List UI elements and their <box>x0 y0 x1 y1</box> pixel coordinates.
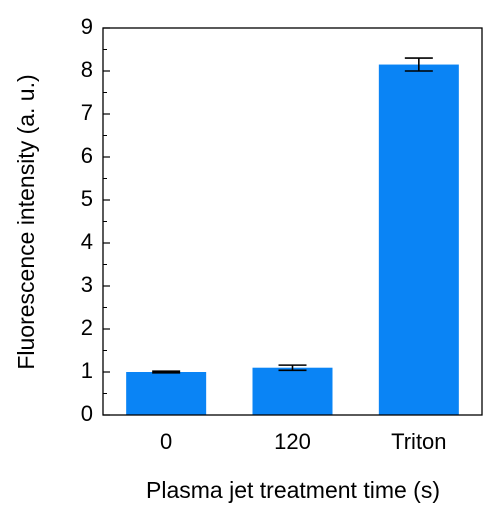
x-axis-label: Plasma jet treatment time (s) <box>146 477 440 503</box>
y-tick-label: 2 <box>81 315 93 340</box>
y-tick-label: 8 <box>81 57 93 82</box>
y-tick-label: 7 <box>81 100 93 125</box>
bar <box>378 64 459 416</box>
x-tick-label: 0 <box>160 429 172 454</box>
y-tick-label: 9 <box>81 14 93 39</box>
plot-frame <box>102 27 483 416</box>
error-bar <box>278 364 307 372</box>
x-tick-label: 120 <box>274 429 311 454</box>
y-tick-label: 4 <box>81 229 93 254</box>
y-axis-label: Fluorescence intensity (a. u.) <box>13 74 39 369</box>
y-tick-label: 6 <box>81 143 93 168</box>
y-tick-label: 3 <box>81 272 93 297</box>
y-tick-label: 0 <box>81 401 93 426</box>
x-tick-label: Triton <box>391 429 446 454</box>
bar <box>252 367 333 415</box>
error-bar <box>152 370 181 374</box>
y-tick-label: 1 <box>81 358 93 383</box>
error-bar <box>404 57 433 72</box>
y-tick-label: 5 <box>81 186 93 211</box>
bar <box>126 372 207 415</box>
